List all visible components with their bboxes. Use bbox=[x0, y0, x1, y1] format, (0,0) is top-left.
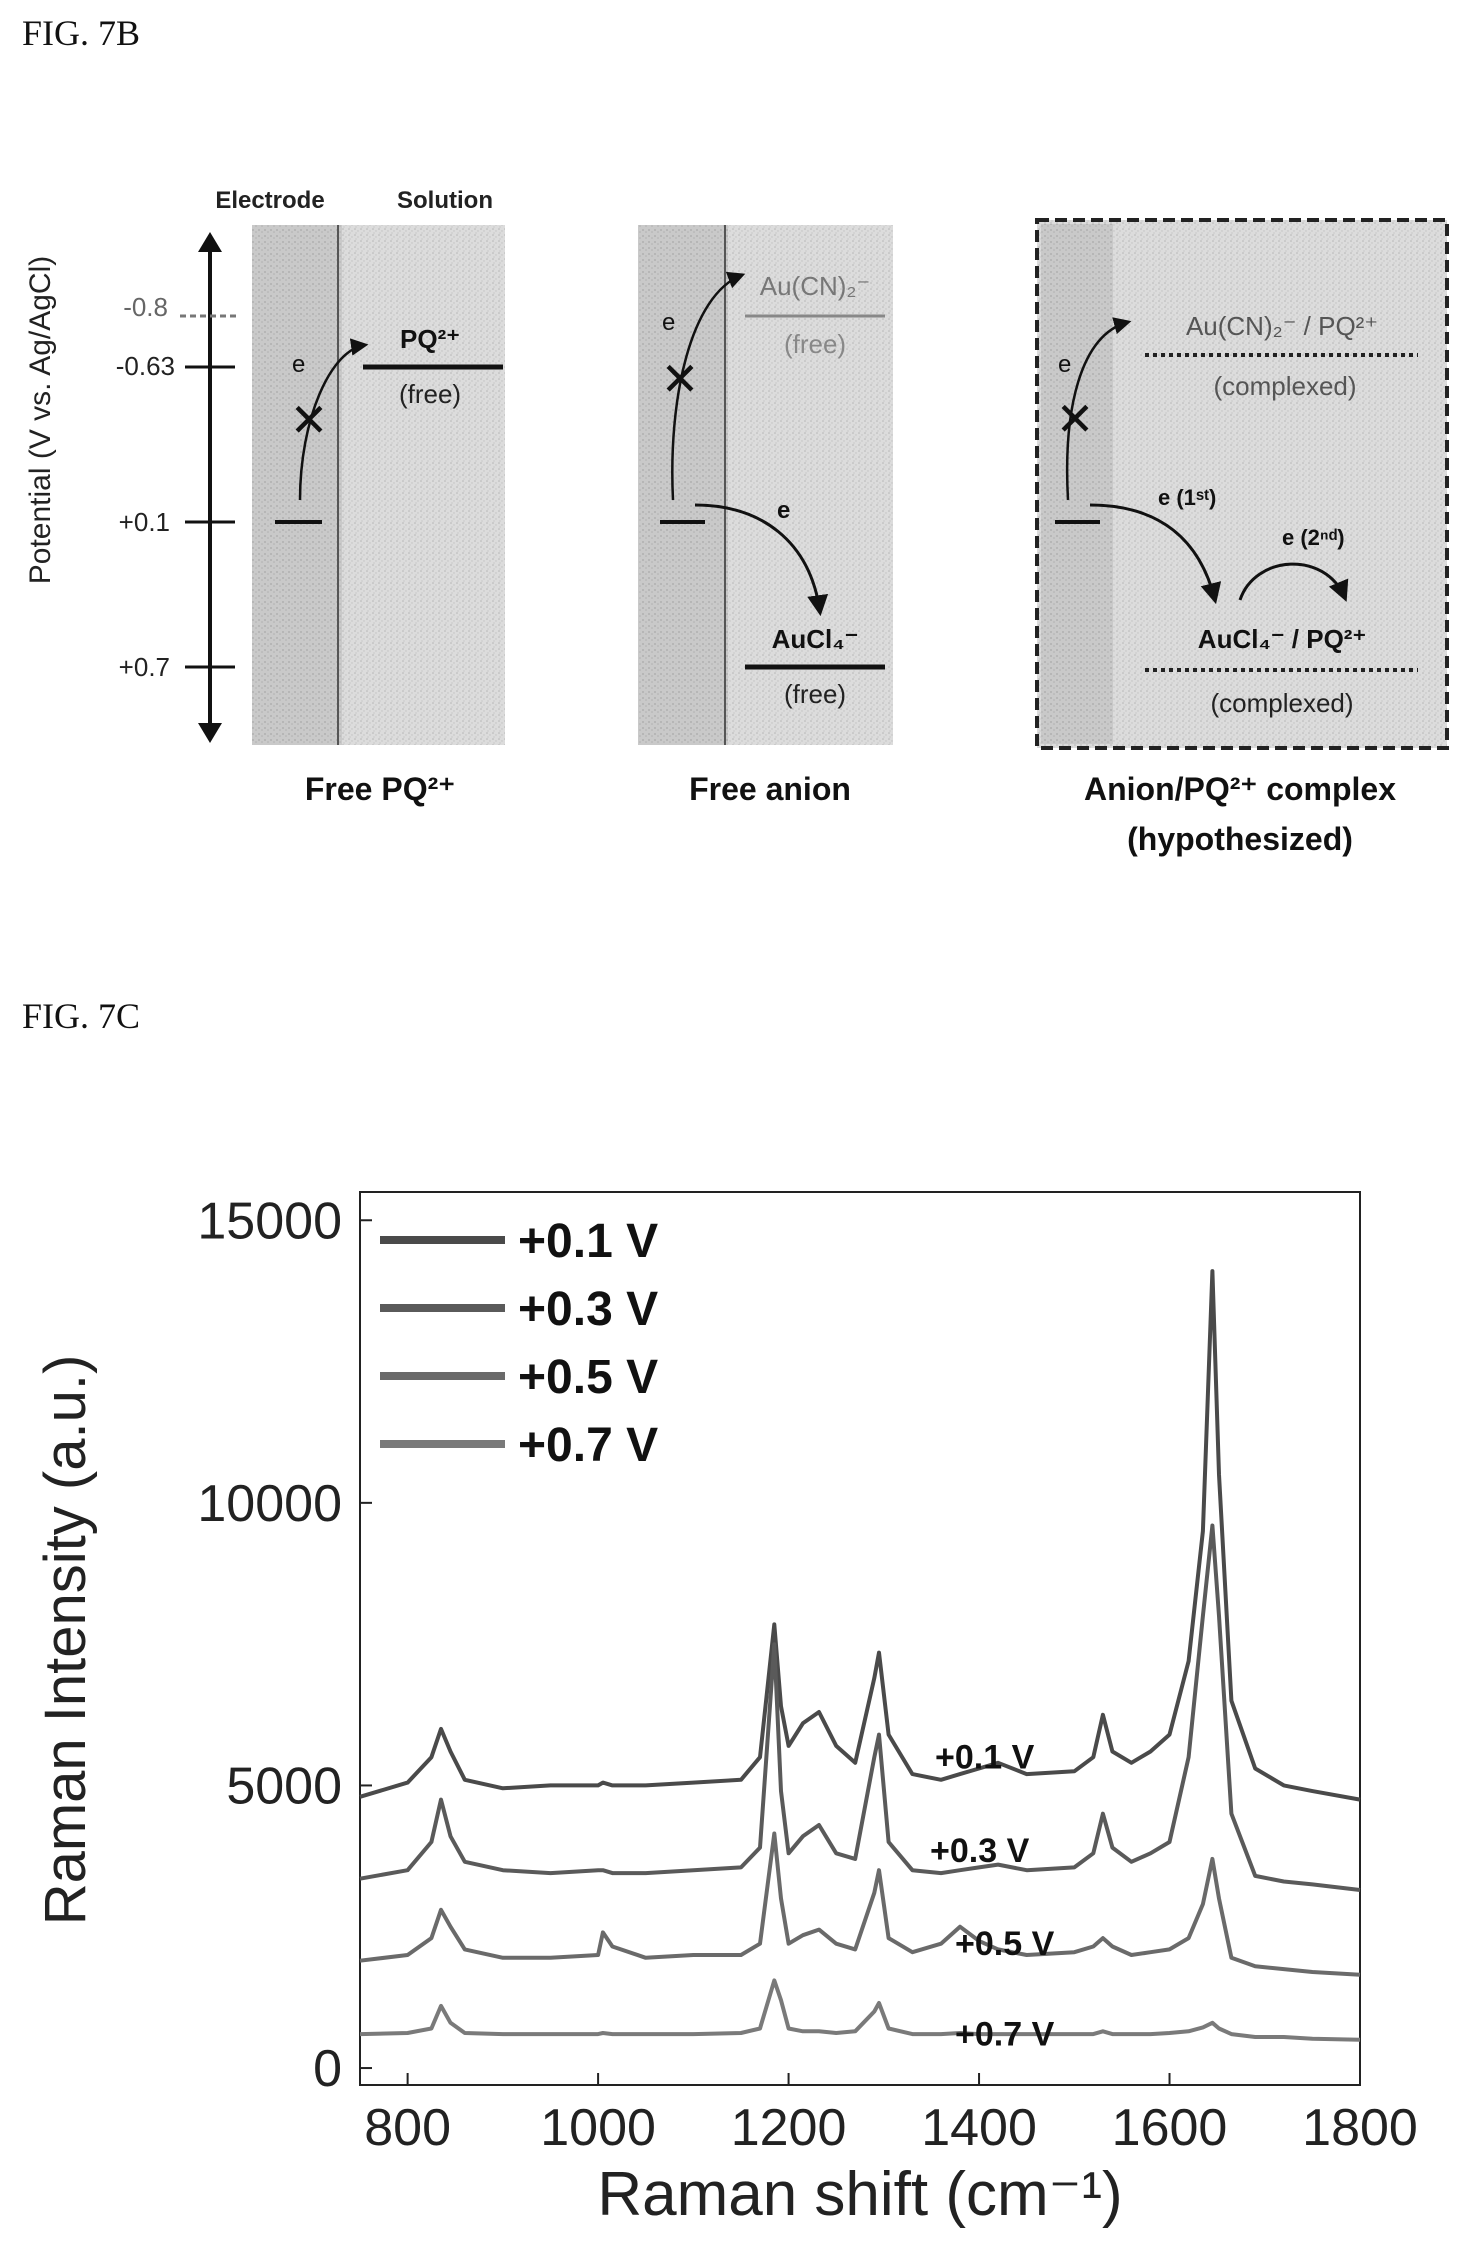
electron-label: e bbox=[662, 309, 675, 336]
fig-7b-diagram: Potential (V vs. Ag/AgCl) -0.8 -0.63 +0.… bbox=[24, 187, 1449, 857]
species-name: Au(CN)₂⁻ / PQ²⁺ bbox=[1186, 311, 1378, 341]
species-name: AuCl₄⁻ / PQ²⁺ bbox=[1198, 624, 1366, 654]
solution-header: Solution bbox=[397, 187, 493, 214]
fig-7b-label: FIG. 7B bbox=[22, 13, 141, 53]
panel-free-anion: e ✕ Au(CN)₂⁻ (free) e AuCl₄⁻ (free) Free… bbox=[638, 225, 893, 807]
peak-label: +0.3 V bbox=[930, 1832, 1030, 1870]
tick-label: -0.8 bbox=[123, 292, 168, 322]
x-tick-label: 1000 bbox=[540, 2099, 656, 2157]
species-state: (free) bbox=[784, 329, 846, 359]
y-tick-label: 15000 bbox=[197, 1192, 342, 1250]
tick-label: +0.7 bbox=[119, 652, 170, 682]
legend-label: +0.7 V bbox=[518, 1419, 658, 1472]
legend-label: +0.1 V bbox=[518, 1215, 658, 1268]
panel-anion-complex: e ✕ Au(CN)₂⁻ / PQ²⁺ (complexed) e (1ˢᵗ) … bbox=[1035, 218, 1449, 857]
electron-label: e bbox=[777, 497, 790, 524]
panel-caption: Free anion bbox=[689, 771, 851, 807]
peak-label: +0.5 V bbox=[955, 1925, 1055, 1963]
transfer-first-label: e (1ˢᵗ) bbox=[1158, 485, 1216, 510]
blocked-icon: ✕ bbox=[1056, 393, 1095, 445]
fig-7c-label: FIG. 7C bbox=[22, 996, 141, 1036]
legend-label: +0.5 V bbox=[518, 1351, 658, 1404]
panel-caption: Free PQ²⁺ bbox=[305, 771, 455, 807]
series-line bbox=[359, 1269, 1361, 1802]
x-tick-label: 1800 bbox=[1302, 2099, 1418, 2157]
electrode-header: Electrode bbox=[215, 187, 324, 214]
x-axis-label: Raman shift (cm⁻¹) bbox=[597, 2160, 1122, 2229]
panel-caption: Anion/PQ²⁺ complex bbox=[1084, 771, 1396, 807]
series-line bbox=[359, 1978, 1361, 2042]
species-state: (free) bbox=[399, 379, 461, 409]
x-tick-label: 1200 bbox=[731, 2099, 847, 2157]
species-state: (complexed) bbox=[1210, 688, 1353, 718]
panel-free-pq: Electrode Solution e ✕ PQ²⁺ (free) Free … bbox=[215, 187, 505, 807]
electron-label: e bbox=[1058, 351, 1071, 378]
y-axis-label: Raman Intensity (a.u.) bbox=[33, 1355, 98, 1926]
tick-label: -0.63 bbox=[116, 351, 175, 381]
tick-label: +0.1 bbox=[119, 507, 170, 537]
series-line bbox=[359, 1831, 1361, 1977]
blocked-icon: ✕ bbox=[661, 353, 700, 405]
y-tick-label: 0 bbox=[313, 2040, 342, 2098]
y-tick-label: 5000 bbox=[226, 1757, 342, 1815]
x-tick-label: 1600 bbox=[1112, 2099, 1228, 2157]
blocked-icon: ✕ bbox=[290, 394, 329, 446]
series-line bbox=[359, 1523, 1361, 1892]
species-state: (complexed) bbox=[1213, 371, 1356, 401]
plot-frame bbox=[359, 1191, 1361, 2086]
x-tick-label: 1400 bbox=[921, 2099, 1037, 2157]
x-tick-label: 800 bbox=[364, 2099, 451, 2157]
species-name: PQ²⁺ bbox=[400, 324, 460, 354]
potential-axis-label: Potential (V vs. Ag/AgCl) bbox=[24, 256, 57, 584]
species-state: (free) bbox=[784, 679, 846, 709]
y-tick-label: 10000 bbox=[197, 1475, 342, 1533]
legend-label: +0.3 V bbox=[518, 1283, 658, 1336]
species-name: Au(CN)₂⁻ bbox=[760, 271, 871, 301]
transfer-second-label: e (2ⁿᵈ) bbox=[1282, 525, 1345, 550]
peak-label: +0.1 V bbox=[935, 1738, 1035, 1776]
panel-caption-sub: (hypothesized) bbox=[1127, 821, 1353, 857]
species-name: AuCl₄⁻ bbox=[772, 624, 859, 654]
electron-label: e bbox=[292, 351, 305, 378]
peak-label: +0.7 V bbox=[955, 2015, 1055, 2053]
